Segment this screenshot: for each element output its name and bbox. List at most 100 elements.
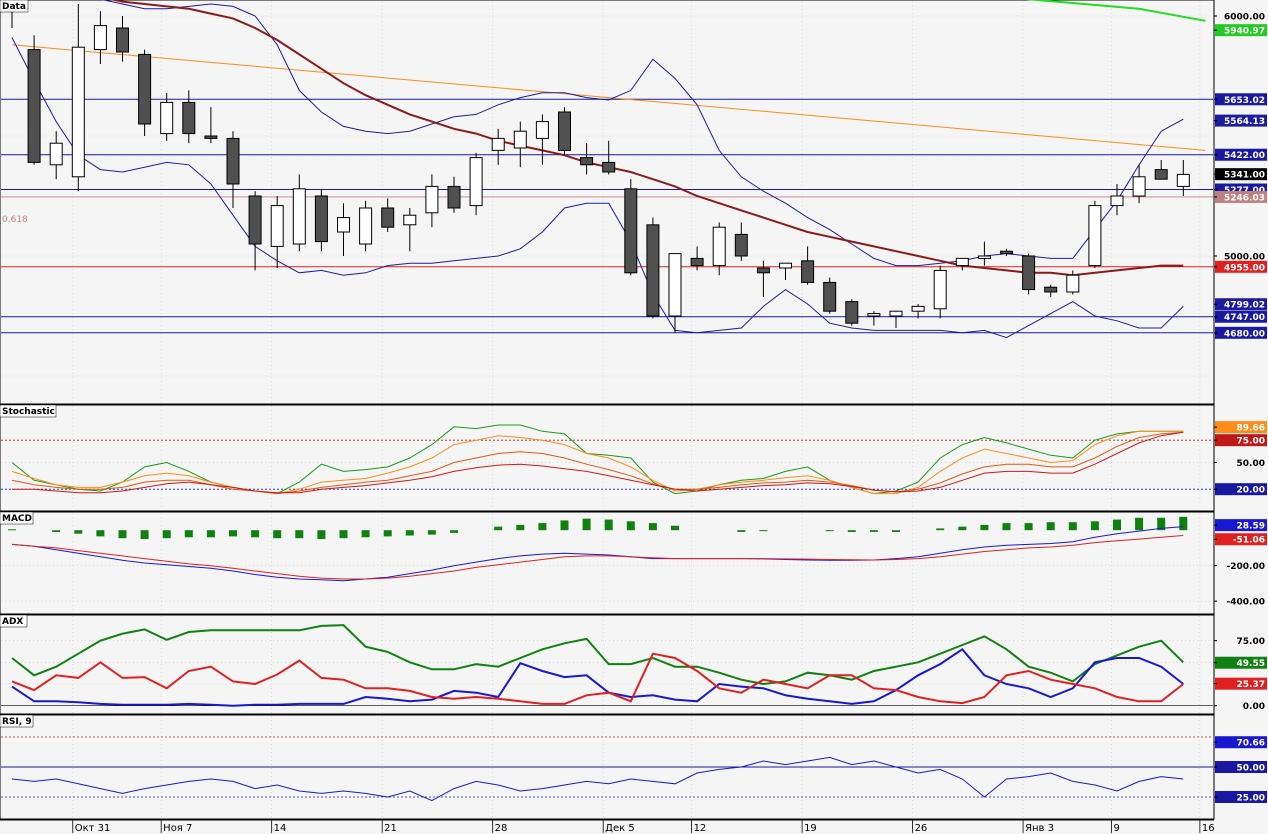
price-tag-bg xyxy=(1215,761,1267,773)
candle-body xyxy=(867,313,881,317)
adx-panel[interactable]: ADX xyxy=(0,614,1215,715)
macd-hist-bar xyxy=(317,530,326,540)
candle[interactable] xyxy=(270,196,284,268)
candle[interactable] xyxy=(447,176,461,213)
axis-tag-label: 6000.00 xyxy=(1224,13,1265,23)
axis-tag-label: 5940.97 xyxy=(1224,27,1265,37)
candle[interactable] xyxy=(668,253,682,333)
candle-body xyxy=(49,142,63,166)
candle-body xyxy=(71,46,85,178)
price-tag-bg xyxy=(1215,148,1267,161)
price-tag-bg xyxy=(1215,190,1267,203)
candle[interactable] xyxy=(801,246,815,285)
candle[interactable] xyxy=(602,140,616,175)
candle[interactable] xyxy=(1176,160,1190,196)
rsi-panel-title: RSI, 9 xyxy=(2,717,32,727)
date-label: 21 xyxy=(384,823,397,834)
candle[interactable] xyxy=(933,265,947,319)
price-panel[interactable]: Data 0.618 xyxy=(0,0,1215,405)
candle-body xyxy=(160,101,174,135)
price-tag-bg xyxy=(1215,736,1267,749)
candle[interactable] xyxy=(381,198,395,232)
candle-body xyxy=(558,111,571,151)
candle-body xyxy=(1088,205,1102,267)
price-tag-bg xyxy=(1215,421,1267,434)
candle[interactable] xyxy=(1044,284,1058,297)
macd-panel[interactable]: MACD xyxy=(0,511,1215,615)
macd-hist-bar xyxy=(825,530,834,532)
date-label: 14 xyxy=(274,823,287,834)
candle[interactable] xyxy=(49,131,63,180)
candle[interactable] xyxy=(1066,270,1080,295)
date-label: 9 xyxy=(1113,823,1119,834)
macd-hist-bar xyxy=(1135,517,1144,531)
candle[interactable] xyxy=(314,188,328,252)
macd-hist-bar xyxy=(494,526,503,531)
candle[interactable] xyxy=(1154,160,1168,180)
candle[interactable] xyxy=(425,174,439,228)
candle[interactable] xyxy=(160,92,174,141)
candle-body xyxy=(1176,173,1190,187)
candle[interactable] xyxy=(823,277,837,314)
macd-hist-bar xyxy=(1046,522,1055,531)
price-tag-bg xyxy=(1215,310,1267,323)
candle[interactable] xyxy=(712,222,726,276)
date-label: 28 xyxy=(495,823,508,834)
candle[interactable] xyxy=(491,128,505,165)
candle[interactable] xyxy=(1000,248,1013,256)
candle[interactable] xyxy=(248,191,262,271)
candle[interactable] xyxy=(1088,200,1102,268)
candle-body xyxy=(580,157,594,166)
candle[interactable] xyxy=(93,11,107,64)
candle[interactable] xyxy=(116,16,129,62)
candle[interactable] xyxy=(845,299,859,326)
macd-hist-bar xyxy=(273,530,282,539)
rsi-panel[interactable]: RSI, 9 xyxy=(0,714,1215,820)
price-tag-bg xyxy=(1215,677,1267,690)
candle[interactable] xyxy=(204,107,218,144)
candle[interactable] xyxy=(138,49,152,136)
candle[interactable] xyxy=(911,304,925,319)
candle[interactable] xyxy=(226,131,240,208)
macd-hist-bar xyxy=(980,524,989,531)
macd-hist-bar xyxy=(118,530,127,539)
candle-body xyxy=(447,185,461,209)
candle[interactable] xyxy=(27,35,41,165)
macd-hist-bar xyxy=(206,530,215,538)
macd-hist-bar xyxy=(626,521,635,531)
candle[interactable] xyxy=(977,241,991,266)
candle-body xyxy=(535,121,549,139)
candle[interactable] xyxy=(756,260,770,297)
candle[interactable] xyxy=(71,4,85,192)
candle[interactable] xyxy=(469,152,483,216)
axis-tag-label: 5341.00 xyxy=(1224,171,1265,181)
candle-body xyxy=(116,27,129,53)
candle[interactable] xyxy=(337,203,350,256)
candle[interactable] xyxy=(889,310,903,328)
candle[interactable] xyxy=(734,222,748,261)
candle[interactable] xyxy=(1132,164,1146,204)
candle[interactable] xyxy=(1022,253,1036,295)
candle[interactable] xyxy=(580,143,594,175)
candle[interactable] xyxy=(513,121,527,168)
candle[interactable] xyxy=(182,90,196,144)
stochastic-panel[interactable]: Stochastic xyxy=(0,404,1215,512)
candle[interactable] xyxy=(558,107,571,156)
candle[interactable] xyxy=(779,262,792,280)
candle[interactable] xyxy=(292,174,306,252)
candle[interactable] xyxy=(690,246,704,271)
candle[interactable] xyxy=(624,179,638,276)
candle-body xyxy=(624,188,638,274)
axis-tag-label: 25.00 xyxy=(1237,794,1265,804)
candle[interactable] xyxy=(1110,184,1124,216)
macd-hist-bar xyxy=(1024,523,1033,531)
candle[interactable] xyxy=(955,257,969,271)
candle[interactable] xyxy=(535,114,549,165)
macd-hist-bar xyxy=(8,529,16,531)
candle[interactable] xyxy=(646,217,660,319)
candle[interactable] xyxy=(359,200,373,252)
candle[interactable] xyxy=(867,311,881,326)
candle[interactable] xyxy=(403,208,417,252)
macd-hist-bar xyxy=(582,518,591,531)
